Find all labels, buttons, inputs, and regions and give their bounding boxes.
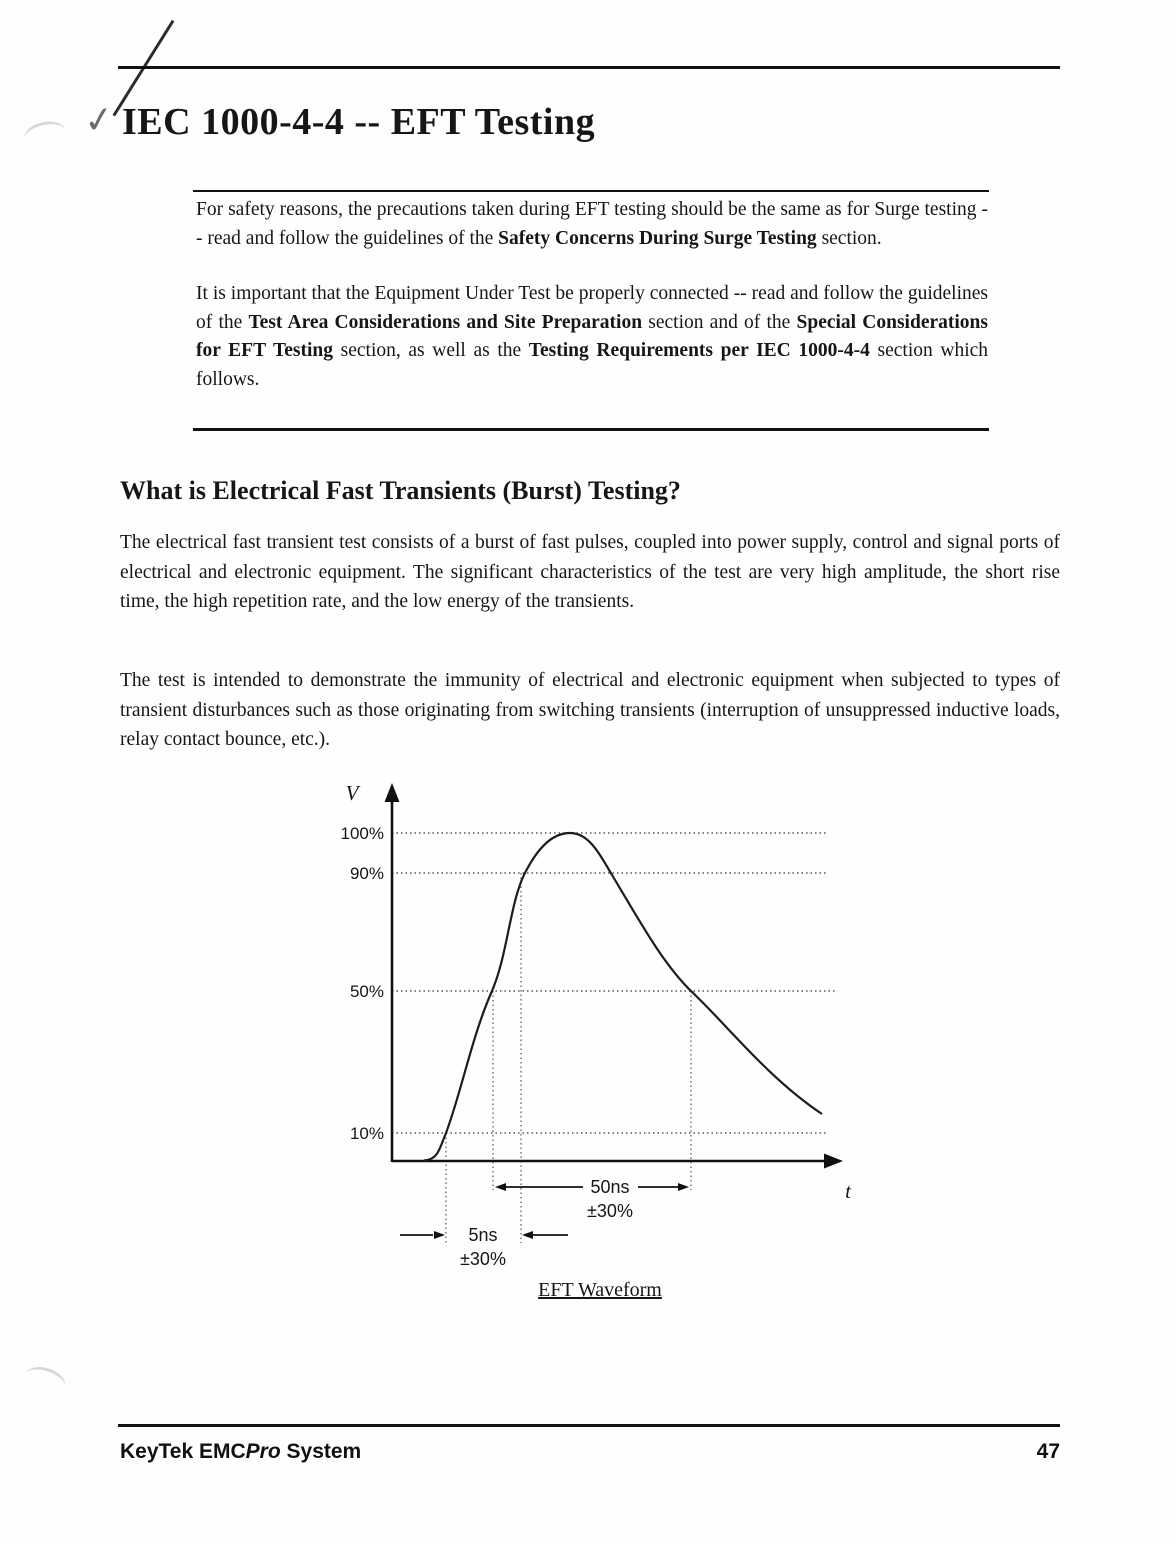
page-number: 47	[1036, 1440, 1060, 1463]
rise-time-label: 5ns	[468, 1225, 497, 1245]
note-text: section and of the	[642, 311, 797, 333]
note-text: section.	[816, 227, 882, 249]
footer-brand-text: KeyTek EMC	[120, 1440, 246, 1463]
scan-smudge	[21, 1362, 69, 1400]
eft-pulse-curve	[423, 831, 823, 1162]
footer-brand-system: System	[280, 1440, 362, 1463]
x-axis-label: t	[845, 1179, 852, 1203]
footer-brand: KeyTek EMCPro System	[120, 1440, 361, 1464]
note-text: It is important that the Equipment Under…	[196, 283, 988, 333]
note-bold-reference: Testing Requirements per IEC 1000-4-4	[528, 340, 870, 361]
note-top-rule	[193, 190, 989, 192]
body-paragraph: The electrical fast transient test consi…	[120, 532, 1060, 612]
body-paragraph: The test is intended to demonstrate the …	[120, 670, 1060, 750]
note-text: For safety reasons, the precautions take…	[196, 199, 988, 249]
y-axis-arrow-icon	[384, 783, 400, 802]
tick-50pct: 50%	[350, 982, 384, 1001]
y-axis-label: V	[346, 781, 361, 805]
note-bold-reference: Test Area Considerations and Site Prepar…	[248, 311, 643, 333]
tick-10pct: 10%	[350, 1124, 384, 1143]
dim-arrow-left-icon	[495, 1183, 506, 1191]
section-heading: What is Electrical Fast Transients (Burs…	[120, 476, 681, 505]
pen-checkmark: ✓	[81, 98, 117, 143]
note-text: section which follows.	[196, 340, 989, 390]
top-rule	[118, 66, 1060, 69]
note-paragraph-2: It is important that the Equipment Under…	[196, 280, 988, 394]
tick-90pct: 90%	[350, 864, 384, 883]
dim-arrow-left-icon	[522, 1231, 533, 1239]
scan-smudge	[21, 117, 69, 153]
dim-arrow-right-icon	[678, 1183, 689, 1191]
note-bold-reference: Special Considerations for EFT Testing	[196, 311, 988, 362]
page-footer: KeyTek EMCPro System 47	[120, 1440, 1060, 1464]
chart-caption: EFT Waveform	[538, 1279, 662, 1301]
pulse-width-tolerance: ±30%	[587, 1201, 633, 1221]
footer-brand-pro: Pro	[245, 1440, 281, 1463]
page-title: IEC 1000-4-4 -- EFT Testing	[122, 101, 596, 143]
dim-arrow-right-icon	[434, 1231, 445, 1239]
note-bold-reference: Safety Concerns During Surge Testing	[498, 227, 817, 249]
eft-waveform-chart: V t 100% 90% 50% 10% 50ns ±30% 5ns ±30% …	[300, 778, 860, 1323]
pulse-width-label: 50ns	[590, 1177, 629, 1197]
eft-waveform-svg: V t 100% 90% 50% 10% 50ns ±30% 5ns ±30% …	[341, 781, 853, 1301]
safety-note: For safety reasons, the precautions take…	[196, 196, 988, 421]
note-text: section, as well as the	[333, 340, 529, 361]
rise-time-tolerance: ±30%	[460, 1249, 506, 1269]
x-axis-arrow-icon	[824, 1153, 843, 1169]
note-paragraph-1: For safety reasons, the precautions take…	[196, 196, 988, 253]
tick-100pct: 100%	[341, 824, 384, 843]
footer-rule	[118, 1424, 1060, 1427]
note-bottom-rule	[193, 428, 989, 431]
